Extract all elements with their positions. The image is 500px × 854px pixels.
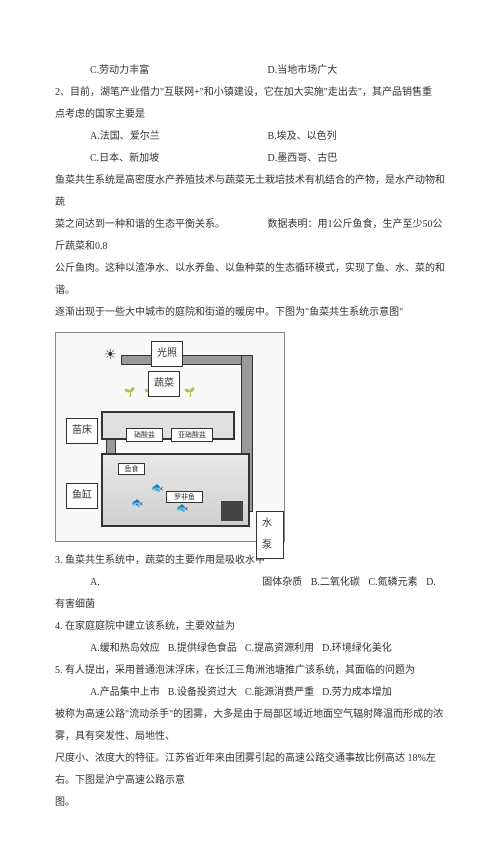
- q3-opt-a-end: 固体杂质: [262, 577, 302, 588]
- q3-opt-c: C.氮磷元素: [368, 577, 417, 588]
- grow-bed: [101, 411, 235, 440]
- fishfood-label: 鱼食: [118, 463, 145, 475]
- fish-icon: 🐟: [151, 478, 163, 500]
- q2-option-c: C.日本、新加坡: [90, 148, 268, 170]
- plant-row: [106, 381, 226, 413]
- q2-option-d: D.墨西哥、古巴: [268, 148, 446, 170]
- q2-option-b: B.埃及、以色列: [268, 126, 446, 148]
- q5-opt-b: B.设备投资过大: [168, 682, 237, 704]
- q3-opt-a: A.: [90, 577, 100, 588]
- q5-opt-d: D.劳力成本增加: [322, 682, 392, 704]
- fish-icon: 🐟: [131, 493, 143, 515]
- q5-opt-a: A.产品集中上市: [90, 682, 160, 704]
- passage-4: 逐渐出现于一些大中城市的庭院和街道的暖房中。下图为"鱼菜共生系统示意图": [55, 302, 445, 324]
- q5-opt-c: C.能源消费严重: [245, 682, 314, 704]
- q2-line1: 2、目前，湖笔产业借力"互联网+"和小镇建设，它在加大实施"走出去"，其产品销售…: [55, 82, 445, 104]
- q4-options: A.缓和热岛效应 B.提供绿色食品 C.提高资源利用 D.环境绿化美化: [55, 638, 445, 660]
- q4: 4. 在家庭庭院中建立该系统，主要效益为: [55, 616, 445, 638]
- fish-icon: 🐟: [176, 498, 188, 520]
- q2-option-a: A.法国、爱尔兰: [90, 126, 268, 148]
- q5-options: A.产品集中上市 B.设备投资过大 C.能源消费严重 D.劳力成本增加: [55, 682, 445, 704]
- bed-label: 苗床: [66, 418, 98, 444]
- q4-opt-b: B.提供绿色食品: [168, 638, 237, 660]
- q3-options: A. 固体杂质 B.二氧化碳 C.氮磷元素 D.有害细菌: [55, 572, 445, 616]
- passage-1: 鱼菜共生系统是高密度水产养殖技术与蔬菜无土栽培技术有机结合的产物，是水产动物和蔬: [55, 170, 445, 214]
- q4-opt-d: D.环境绿化美化: [322, 638, 392, 660]
- pipe-icon: [121, 355, 248, 365]
- pump-label: 水泵: [256, 511, 284, 559]
- option-d: D.当地市场广大: [268, 60, 446, 82]
- light-label: 光照: [151, 341, 183, 367]
- q4-opt-a: A.缓和热岛效应: [90, 638, 160, 660]
- nitrate-label: 硝酸盐: [126, 428, 163, 442]
- passage-2: 菜之间达到一种和谐的生态平衡关系。 数据表明：用1公斤鱼食，生产至少50公斤蔬菜…: [55, 214, 445, 258]
- passage-5: 被称为高速公路"流动杀手"的团雾，大多是由于局部区域近地面空气辐射降温而形成的浓…: [55, 704, 445, 748]
- q2-line2: 点考虑的国家主要是: [55, 104, 445, 126]
- passage-7: 图。: [55, 792, 445, 814]
- q5: 5. 有人提出，采用普通泡沫浮床，在长江三角洲池塘推广该系统，其面临的问题为: [55, 660, 445, 682]
- tank-label: 鱼缸: [66, 483, 98, 509]
- passage-6: 尺度小、浓度大的特征。江苏省近年来由团雾引起的高速公路交通事故比例高达 18%左…: [55, 748, 445, 792]
- passage-2a: 菜之间达到一种和谐的生态平衡关系。: [55, 219, 225, 230]
- aquaponics-diagram: ☀ 🌱 🌱 🌱 🌱 光照 蔬菜 苗床 硝酸盐 亚硝酸盐 鱼缸 鱼食 罗非鱼 🐟 …: [55, 332, 285, 542]
- q4-opt-c: C.提高资源利用: [245, 638, 314, 660]
- option-c: C.劳动力丰富: [90, 60, 268, 82]
- nitrite-label: 亚硝酸盐: [171, 428, 213, 442]
- sun-icon: ☀: [104, 341, 117, 372]
- q3: 3. 鱼菜共生系统中，蔬菜的主要作用是吸收水中: [55, 550, 445, 572]
- q3-opt-b: B.二氧化碳: [311, 577, 360, 588]
- pump-icon: [221, 501, 243, 521]
- passage-3: 公斤鱼肉。这种以渣净水、以水养鱼、以鱼种菜的生态循环模式，实现了鱼、水、菜的和谐…: [55, 258, 445, 302]
